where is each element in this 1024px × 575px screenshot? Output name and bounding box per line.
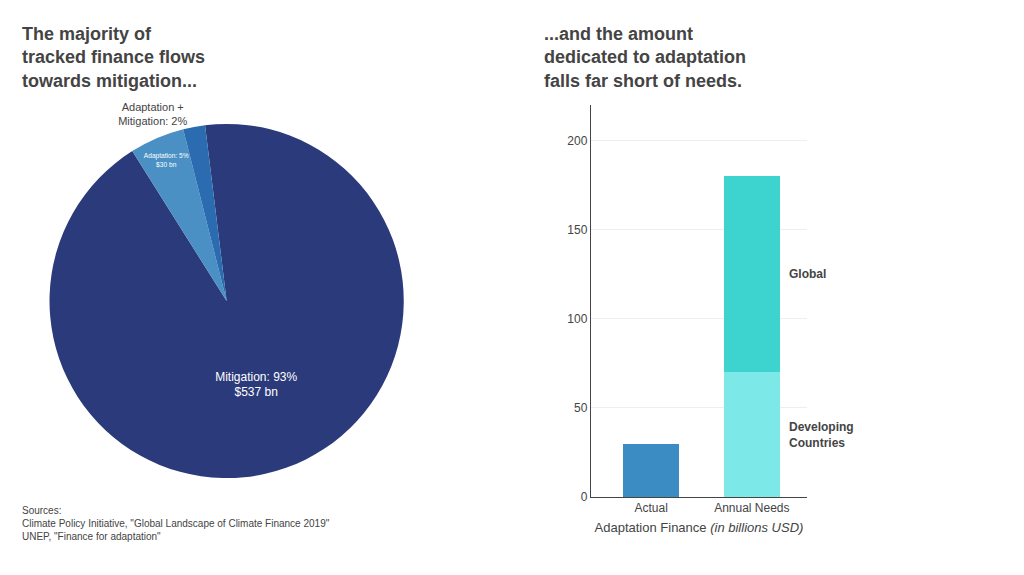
svg-text:200: 200: [567, 134, 587, 148]
svg-text:The majority oftracked finance: The majority oftracked finance flowstowa…: [22, 24, 205, 91]
svg-text:0: 0: [581, 490, 588, 504]
svg-text:Sources:Climate Policy Initiat: Sources:Climate Policy Initiative, "Glob…: [22, 505, 330, 542]
svg-text:Annual Needs: Annual Needs: [714, 501, 789, 515]
svg-text:Adaptation +Mitigation: 2%: Adaptation +Mitigation: 2%: [118, 101, 187, 127]
svg-text:150: 150: [567, 223, 587, 237]
svg-text:DevelopingCountries: DevelopingCountries: [789, 420, 854, 450]
svg-text:50: 50: [574, 401, 588, 415]
svg-text:...and the amountdedicated to: ...and the amountdedicated to adaptation…: [544, 24, 746, 91]
svg-text:Actual: Actual: [634, 501, 667, 515]
svg-text:Mitigation: 93%$537 bn: Mitigation: 93%$537 bn: [215, 370, 297, 400]
svg-text:Adaptation Finance (in billion: Adaptation Finance (in billions USD): [595, 520, 804, 535]
svg-text:Global: Global: [789, 267, 826, 281]
svg-text:100: 100: [567, 312, 587, 326]
svg-text:Adaptation: 5%$30 bn: Adaptation: 5%$30 bn: [144, 152, 189, 168]
